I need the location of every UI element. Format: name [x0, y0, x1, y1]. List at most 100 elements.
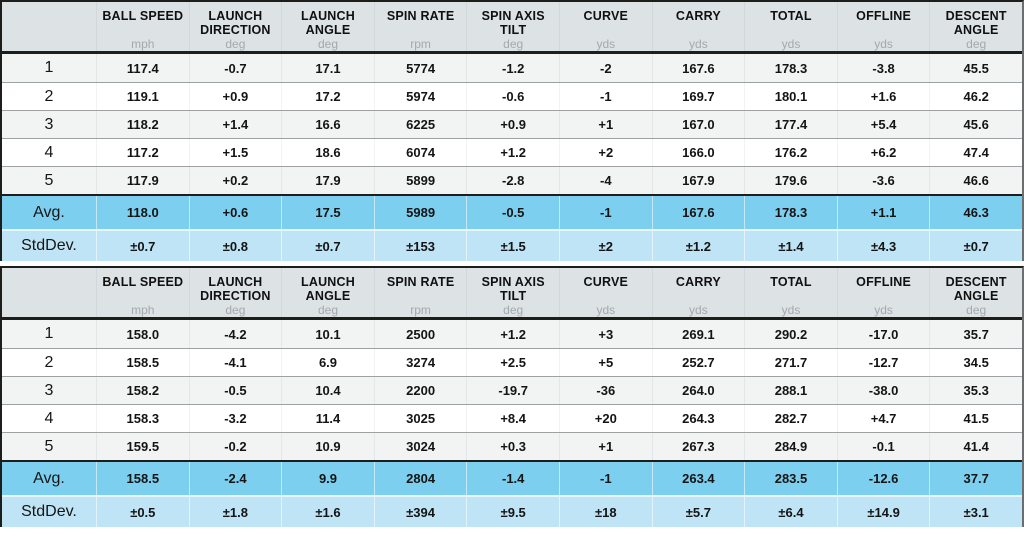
cell-descent-angle: 46.2	[929, 83, 1022, 110]
cell-total: 177.4	[744, 111, 837, 138]
column-unit: yds	[689, 303, 708, 317]
column-title: TOTAL	[770, 9, 812, 23]
cell-ball-speed: 119.1	[96, 83, 189, 110]
row-label: 1	[44, 325, 54, 342]
column-title: CURVE	[583, 275, 629, 289]
column-title: CARRY	[675, 275, 721, 289]
column-unit: deg	[966, 37, 987, 51]
cell-spin-rate: 3274	[373, 349, 467, 376]
cell-spin-axis-tilt: +1.2	[466, 320, 559, 348]
cell-spin-rate: 5989	[373, 196, 467, 229]
cell-launch-angle: 9.9	[281, 462, 374, 495]
cell-offline: -38.0	[836, 377, 930, 404]
column-header-launch-angle: LAUNCH ANGLE deg	[281, 2, 374, 51]
row-label: Avg.	[33, 469, 65, 487]
column-header-offline: OFFLINE yds	[836, 268, 930, 317]
header-corner-cell	[2, 2, 96, 51]
cell-carry: 267.3	[651, 433, 745, 460]
shot-row: 4 117.2 +1.5 18.6 6074 +1.2 +2 166.0 176.2 +6.2 47…	[2, 138, 1022, 166]
column-title: LAUNCH DIRECTION	[200, 9, 271, 37]
row-label: 2	[44, 87, 54, 105]
cell-spin-axis-tilt: ±9.5	[466, 497, 559, 527]
shot-row: 3 118.2 +1.4 16.6 6225 +0.9 +1 167.0 177.4 +5.4 45…	[2, 110, 1022, 138]
column-unit: yds	[689, 37, 708, 51]
column-unit: rpm	[410, 303, 431, 317]
cell-spin-rate: 5899	[373, 167, 467, 194]
cell-curve: +5	[558, 349, 652, 376]
cell-descent-angle: 35.3	[929, 377, 1022, 404]
cell-carry: 269.1	[651, 320, 745, 348]
cell-ball-speed: 159.5	[96, 433, 189, 460]
cell-total: 288.1	[744, 377, 837, 404]
cell-ball-speed: 158.0	[96, 320, 189, 348]
cell-launch-direction: +1.5	[188, 139, 282, 166]
shot-row: 1 117.4 -0.7 17.1 5774 -1.2 -2 167.6 178.3 -3.8 45…	[2, 54, 1022, 82]
row-label: 3	[44, 115, 54, 133]
row-label: StdDev.	[21, 237, 77, 254]
cell-curve: -4	[558, 167, 652, 194]
cell-spin-axis-tilt: +2.5	[466, 349, 559, 376]
column-header-launch-angle: LAUNCH ANGLE deg	[281, 268, 374, 317]
column-title: BALL SPEED	[102, 275, 184, 289]
cell-carry: 167.6	[651, 196, 745, 229]
row-label: 5	[44, 171, 54, 189]
cell-launch-angle: 10.9	[281, 433, 374, 460]
cell-ball-speed: 117.4	[96, 54, 189, 82]
avg-row: Avg. 118.0 +0.6 17.5 5989 -0.5 -1 167.6 178.3 +1.…	[2, 194, 1022, 229]
cell-total: 178.3	[744, 196, 837, 229]
cell-offline: -12.6	[836, 462, 930, 495]
table-header-row: BALL SPEED mph LAUNCH DIRECTION deg LAUNCH A…	[2, 268, 1022, 320]
cell-launch-angle: 11.4	[281, 405, 374, 432]
column-title: LAUNCH ANGLE	[301, 275, 355, 303]
column-unit: yds	[874, 37, 893, 51]
stddev-row: StdDev. ±0.7 ±0.8 ±0.7 ±153 ±1.5 ±2 ±1.2 ±1.4 ±4.…	[2, 229, 1022, 261]
cell-descent-angle: 41.4	[929, 433, 1022, 460]
cell-offline: -17.0	[836, 320, 930, 348]
cell-descent-angle: 45.5	[929, 54, 1022, 82]
column-title: OFFLINE	[856, 9, 912, 23]
cell-ball-speed: 158.3	[96, 405, 189, 432]
column-title: SPIN RATE	[386, 275, 455, 289]
cell-spin-axis-tilt: -0.5	[466, 196, 559, 229]
cell-launch-direction: -3.2	[188, 405, 282, 432]
cell-launch-direction: +0.2	[188, 167, 282, 194]
cell-curve: +2	[558, 139, 652, 166]
column-unit: yds	[781, 37, 801, 51]
cell-launch-angle: ±1.6	[281, 497, 374, 527]
cell-total: 284.9	[744, 433, 837, 460]
cell-total: 283.5	[744, 462, 837, 495]
column-header-spin-axis-tilt: SPIN AXIS TILT deg	[466, 268, 559, 317]
cell-launch-direction: ±1.8	[188, 497, 282, 527]
cell-descent-angle: 46.3	[929, 196, 1022, 229]
cell-launch-angle: 17.9	[281, 167, 374, 194]
cell-curve: +20	[558, 405, 652, 432]
cell-curve: -1	[558, 462, 652, 495]
shot-row: 2 119.1 +0.9 17.2 5974 -0.6 -1 169.7 180.1 +1.6 46…	[2, 82, 1022, 110]
row-label: 4	[44, 143, 54, 161]
cell-spin-rate: 2200	[373, 377, 467, 404]
cell-descent-angle: 47.4	[929, 139, 1022, 166]
cell-carry: ±1.2	[651, 231, 745, 261]
cell-ball-speed: 118.2	[96, 111, 189, 138]
column-header-carry: CARRY yds	[651, 268, 745, 317]
cell-curve: +1	[558, 111, 652, 138]
cell-launch-angle: 18.6	[281, 139, 374, 166]
cell-curve: -1	[558, 196, 652, 229]
shot-row: 5 117.9 +0.2 17.9 5899 -2.8 -4 167.9 179.6 -3.6 46…	[2, 166, 1022, 194]
cell-spin-rate: 3024	[373, 433, 467, 460]
column-unit: mph	[131, 303, 155, 317]
column-unit: yds	[596, 303, 616, 317]
cell-launch-direction: +0.6	[188, 196, 282, 229]
cell-launch-angle: ±0.7	[281, 231, 374, 261]
column-title: SPIN AXIS TILT	[481, 9, 545, 37]
cell-carry: 264.3	[651, 405, 745, 432]
cell-carry: 167.0	[651, 111, 745, 138]
column-header-curve: CURVE yds	[558, 2, 652, 51]
cell-total: ±1.4	[744, 231, 837, 261]
avg-row: Avg. 158.5 -2.4 9.9 2804 -1.4 -1 263.4 283.5 -12.…	[2, 460, 1022, 495]
column-unit: yds	[874, 303, 893, 317]
cell-spin-axis-tilt: -0.6	[466, 83, 559, 110]
column-title: OFFLINE	[856, 275, 912, 289]
shot-data-table-2: BALL SPEED mph LAUNCH DIRECTION deg LAUNCH A…	[0, 266, 1024, 527]
shot-row: 3 158.2 -0.5 10.4 2200 -19.7 -36 264.0 288.1 -38.…	[2, 376, 1022, 404]
